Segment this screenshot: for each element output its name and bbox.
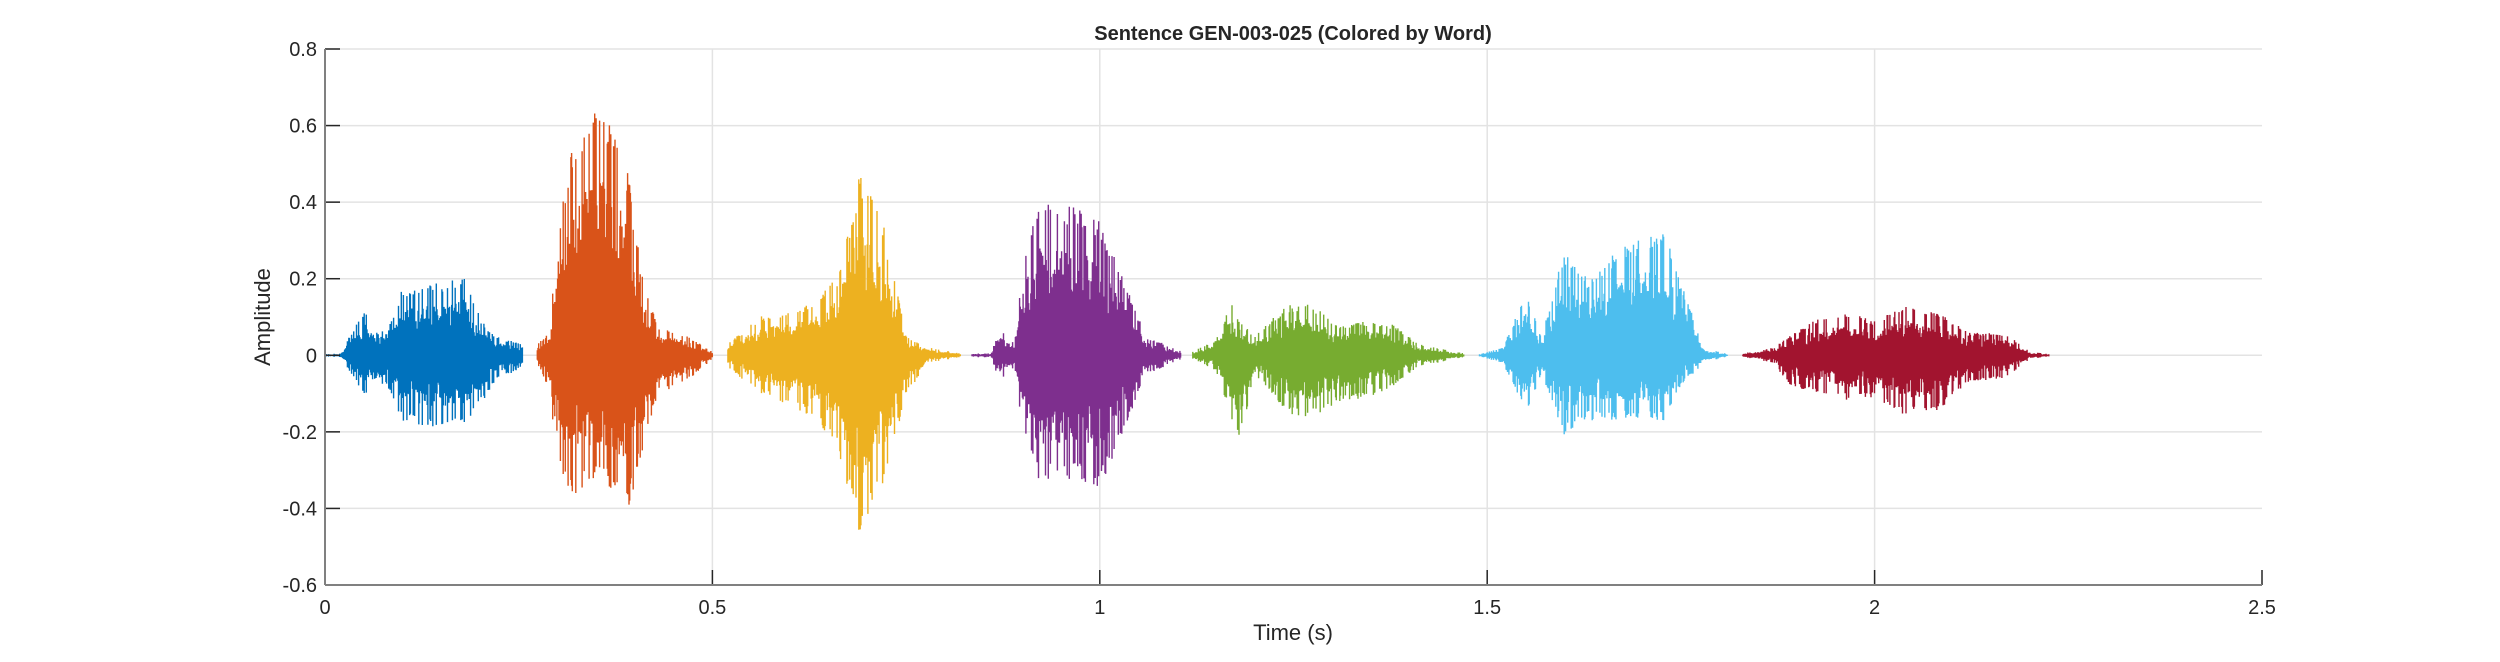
y-tick-label: -0.4: [283, 498, 317, 520]
x-tick-label: 1.5: [1473, 597, 1501, 619]
x-tick-label: 2: [1869, 597, 1880, 619]
axes: 0 0.5 1 1.5 2 2.5 -0.6 -0.4 -0.2 0 0.2 0.4 0.6 0.8: [283, 39, 2276, 619]
y-tick-label: 0.8: [289, 39, 317, 61]
waveform-word-3: [727, 178, 961, 530]
y-tick-label: 0.4: [289, 192, 317, 214]
waveform-word-5: [1192, 304, 1465, 435]
y-axis-label: Amplitude: [250, 268, 275, 366]
x-tick-label: 1: [1094, 597, 1105, 619]
waveform-series: [324, 113, 2050, 530]
x-tick-label: 0: [319, 597, 330, 619]
y-tick-label: 0.6: [289, 116, 317, 138]
waveform-word-7: [1742, 307, 2050, 414]
y-tick-label: -0.2: [283, 422, 317, 444]
waveform-word-4: [971, 204, 1182, 486]
x-tick-label: 2.5: [2248, 597, 2276, 619]
chart-title: Sentence GEN-003-025 (Colored by Word): [1094, 23, 1492, 45]
waveform-word-2: [536, 113, 713, 505]
waveform-word-6: [1478, 234, 1728, 435]
x-tick-label: 0.5: [698, 597, 726, 619]
x-axis-label: Time (s): [1253, 620, 1333, 645]
waveform-word-1: [324, 279, 524, 427]
y-tick-label: 0: [306, 345, 317, 367]
y-tick-label: -0.6: [283, 575, 317, 597]
y-tick-label: 0.2: [289, 269, 317, 291]
